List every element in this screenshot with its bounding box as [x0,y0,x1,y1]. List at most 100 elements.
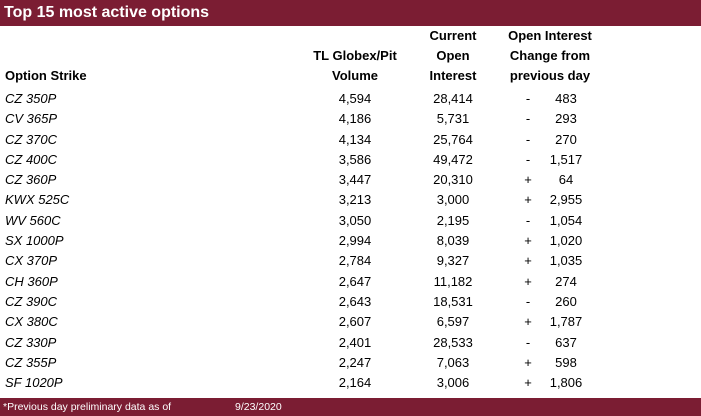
header-current-line2: Open [436,48,470,63]
option-strike-cell: CX 370P [5,253,58,269]
option-strike-cell: CH 360P [5,273,58,289]
oi-change-cell: 637 [555,334,577,350]
change-sign-cell: - [525,212,531,228]
change-sign-cell: + [524,233,532,249]
open-interest-cell: 20,310 [433,172,473,188]
volume-cell: 4,134 [338,131,372,147]
open-interest-cell: 3,000 [436,192,470,208]
open-interest-cell: 8,039 [436,233,470,249]
oi-change-cell: 1,517 [549,151,583,167]
open-interest-cell: 18,531 [433,293,473,309]
volume-cell: 3,050 [338,212,372,228]
table-row: KWX 525C 3,213 3,000 +2,955 [0,190,701,210]
change-sign-cell: + [524,172,532,188]
change-sign-cell: - [525,334,531,350]
oi-change-cell: 598 [555,354,577,370]
oi-change-cell: 2,955 [549,192,583,208]
header-volume-line2: Volume [332,68,378,83]
volume-cell: 2,784 [338,253,372,269]
volume-cell: 2,247 [338,354,372,370]
header-option-strike: Option Strike [5,68,87,83]
header-oi-change: Open Interest Change from previous day [495,26,605,86]
table-row: CX 370P 2,784 9,327 +1,035 [0,251,701,271]
volume-cell: 2,401 [338,334,372,350]
table-row: CZ 400C 3,586 49,472 - 1,517 [0,150,701,170]
footer-date: 9/23/2020 [235,401,282,413]
open-interest-cell: 7,063 [436,354,470,370]
table-row: CZ 355P 2,247 7,063 +598 [0,353,701,373]
change-sign-cell: - [525,151,531,167]
change-sign-cell: + [524,192,532,208]
header-volume-line1: TL Globex/Pit [313,48,397,63]
volume-cell: 2,643 [338,293,372,309]
open-interest-cell: 25,764 [433,131,473,147]
change-sign-cell: - [525,91,531,106]
change-sign-cell: - [525,111,531,127]
open-interest-cell: 9,327 [436,253,470,269]
oi-change-cell: 260 [555,293,577,309]
change-sign-cell: - [525,131,531,147]
footer-bar: *Previous day preliminary data as of 9/2… [0,398,701,416]
volume-cell: 2,647 [338,273,372,289]
volume-cell: 3,586 [338,151,372,167]
header-oi-change-line3: previous day [509,68,591,83]
volume-cell: 4,186 [338,111,372,127]
option-strike-cell: CZ 330P [5,334,57,350]
volume-cell: 3,213 [338,192,372,208]
open-interest-cell: 2,195 [436,212,470,228]
oi-change-cell: 1,035 [549,253,583,269]
open-interest-cell: 28,414 [433,91,473,106]
oi-change-cell: 270 [555,131,577,147]
options-table-body: CZ 350P 4,594 28,414 - 483 CV 365P 4,186 5,731 -… [0,89,701,393]
change-sign-cell: + [524,253,532,269]
option-strike-cell: CZ 400C [5,151,58,167]
table-row: CZ 390C 2,643 18,531 - 260 [0,292,701,312]
option-strike-cell: KWX 525C [5,192,70,208]
volume-cell: 2,994 [338,233,372,249]
option-strike-cell: CZ 390C [5,293,58,309]
oi-change-cell: 293 [555,111,577,127]
open-interest-cell: 49,472 [433,151,473,167]
oi-change-cell: 1,020 [549,233,583,249]
option-strike-cell: CV 365P [5,111,58,127]
table-row: CZ 360P 3,447 20,310 +64 [0,170,701,190]
change-sign-cell: + [524,354,532,370]
change-sign-cell: + [524,314,532,330]
option-strike-cell: CZ 370C [5,131,58,147]
open-interest-cell: 3,006 [436,375,470,391]
open-interest-cell: 11,182 [433,273,473,289]
header-volume: TL Globex/Pit Volume [300,46,410,86]
option-strike-cell: SX 1000P [5,233,64,249]
footer-note: *Previous day preliminary data as of [3,401,172,413]
open-interest-cell: 5,731 [436,111,470,127]
change-sign-cell: + [524,375,532,391]
oi-change-cell: 1,054 [549,212,583,228]
oi-change-cell: 1,806 [549,375,583,391]
oi-change-cell: 483 [555,91,577,106]
oi-change-cell: 64 [558,172,574,188]
volume-cell: 3,447 [338,172,372,188]
header-oi-change-line1: Open Interest [508,28,592,43]
table-row: SF 1020P 2,164 3,006 +1,806 [0,373,701,393]
table-row: CV 365P 4,186 5,731 - 293 [0,109,701,129]
change-sign-cell: + [524,273,532,289]
table-row: CZ 370C 4,134 25,764 - 270 [0,130,701,150]
table-row: SX 1000P 2,994 8,039 +1,020 [0,231,701,251]
option-strike-cell: WV 560C [5,212,61,228]
header-current-line3: Interest [429,68,477,83]
option-strike-cell: SF 1020P [5,375,63,391]
table-row: CZ 350P 4,594 28,414 - 483 [0,89,701,109]
open-interest-cell: 28,533 [433,334,473,350]
header-oi-change-line2: Change from [509,48,591,63]
option-strike-cell: CZ 355P [5,354,57,370]
oi-change-cell: 274 [555,273,577,289]
change-sign-cell: - [525,293,531,309]
table-row: CZ 330P 2,401 28,533 - 637 [0,333,701,353]
volume-cell: 4,594 [338,91,372,106]
option-strike-cell: CZ 360P [5,172,57,188]
volume-cell: 2,164 [338,375,372,391]
oi-change-cell: 1,787 [549,314,583,330]
table-row: WV 560C 3,050 2,195 - 1,054 [0,211,701,231]
volume-cell: 2,607 [338,314,372,330]
option-strike-cell: CX 380C [5,314,58,330]
